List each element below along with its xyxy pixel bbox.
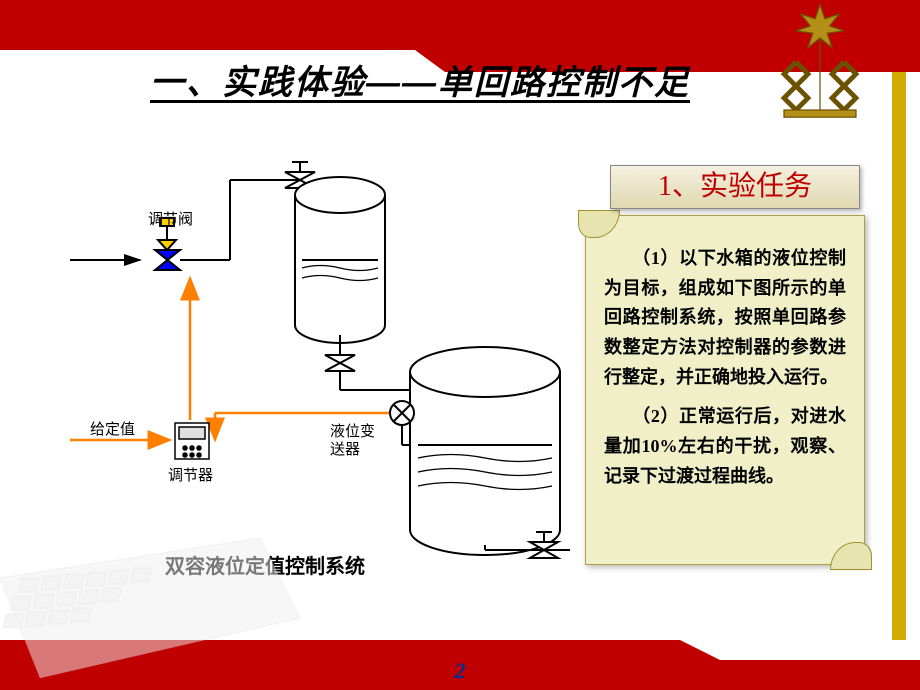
tank-lower-icon xyxy=(410,347,560,555)
task-paragraph: （2）正常运行后，对进水量加10%左右的干扰，观察、记录下过渡过程曲线。 xyxy=(604,402,846,491)
process-diagram: 调节阀 给定值 调节器 液位变 送器 xyxy=(40,130,570,560)
slide-title: 一、实践体验——单回路控制不足 xyxy=(150,55,690,104)
tank-upper-icon xyxy=(295,177,385,343)
label-control-valve: 调节阀 xyxy=(148,208,193,229)
label-transmitter-2: 送器 xyxy=(330,438,360,459)
keyboard-watermark-icon xyxy=(0,538,300,678)
label-setpoint: 给定值 xyxy=(90,418,135,439)
task-scroll-panel: （1）以下水箱的液位控制为目标，组成如下图所示的单回路控制系统，按照单回路参数整… xyxy=(585,215,865,565)
controller-icon xyxy=(175,423,209,459)
right-gold-stripe xyxy=(892,72,906,640)
task-paragraph: （1）以下水箱的液位控制为目标，组成如下图所示的单回路控制系统，按照单回路参数整… xyxy=(604,244,846,392)
label-controller: 调节器 xyxy=(168,464,213,485)
hand-valve-mid-icon xyxy=(325,345,355,371)
level-transmitter-icon xyxy=(390,401,414,425)
page-number: 2 xyxy=(455,658,466,684)
task-title-box: 1、实验任务 xyxy=(610,165,860,209)
emblem-logo-icon xyxy=(760,2,880,122)
